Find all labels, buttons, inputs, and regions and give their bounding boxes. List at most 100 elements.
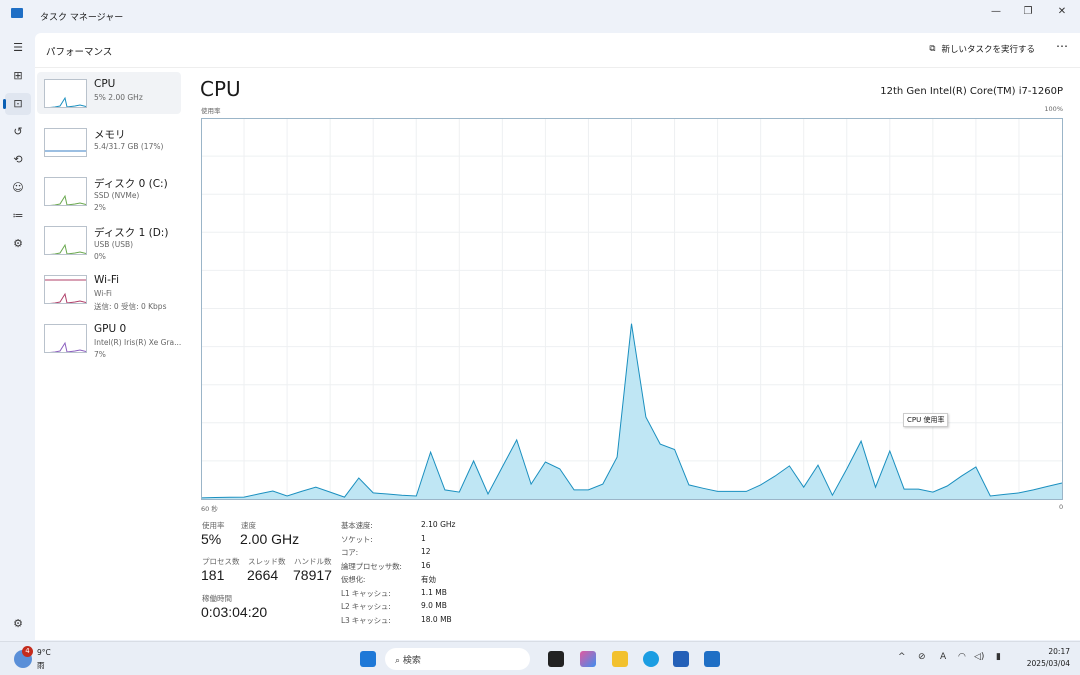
device-name: GPU 0 (94, 323, 127, 335)
new-task-icon: ⧉ (929, 44, 936, 54)
date: 2025/03/04 (1026, 659, 1070, 668)
device-detail: 5% 2.00 GHz (94, 93, 143, 102)
window-title: タスク マネージャー (40, 13, 124, 23)
y-max-label: 100% (1044, 105, 1063, 113)
chart-border (201, 118, 1063, 500)
handle-count-label: ハンドル数 (294, 557, 332, 566)
device-name: メモリ (94, 129, 126, 141)
device-item[interactable]: GPU 0 Intel(R) Iris(R) Xe Gra... 7% (37, 317, 181, 359)
device-name: ディスク 1 (D:) (94, 227, 169, 239)
device-thumbnail (44, 275, 87, 304)
task-manager-taskbar-icon[interactable] (704, 651, 720, 667)
search-placeholder: 検索 (402, 656, 421, 666)
weather-desc: 雨 (37, 661, 45, 670)
spec-label: L2 キャッシュ: (341, 602, 391, 611)
services-icon[interactable]: ⚙ (13, 237, 23, 250)
device-detail: USB (USB) (94, 240, 134, 249)
search-box[interactable]: ⌕ 検索 (385, 648, 530, 670)
device-list: CPU 5% 2.00 GHz メモリ 5.4/31.7 GB (17%) ディスク 0… (37, 72, 181, 366)
cpu-usage-chart (201, 118, 1063, 500)
spec-label: ソケット: (341, 534, 373, 544)
task-manager-icon (11, 8, 23, 18)
tray-icon[interactable]: ◁) (974, 652, 985, 662)
edge-icon[interactable] (643, 651, 659, 667)
spec-value: 1 (421, 533, 426, 543)
spec-value: 2.10 GHz (421, 520, 456, 529)
device-detail: SSD (NVMe) (94, 191, 140, 200)
spec-label: L3 キャッシュ: (341, 615, 391, 625)
uptime-label: 稼働時間 (202, 594, 232, 603)
device-detail: Intel(R) Iris(R) Xe Gra... (94, 338, 182, 347)
weather-temp: 9°C (37, 648, 51, 657)
settings-icon[interactable]: ⚙ (13, 617, 23, 630)
device-item[interactable]: ディスク 1 (D:) USB (USB) 0% (37, 219, 181, 261)
tray-icon[interactable]: ^ (898, 652, 906, 662)
thread-count: 2664 (247, 567, 279, 583)
startup-apps-icon[interactable]: ⟲ (13, 153, 23, 166)
spec-value: 1.1 MB (421, 587, 447, 597)
search-icon: ⌕ (395, 656, 401, 666)
task-view-icon[interactable] (548, 651, 564, 667)
spec-label: 基本速度: (341, 521, 373, 530)
more-options-button[interactable]: ⋯ (1056, 39, 1068, 53)
device-item[interactable]: CPU 5% 2.00 GHz (37, 72, 181, 114)
details-icon[interactable]: ≔ (12, 209, 24, 222)
speed-label: 速度 (241, 521, 256, 530)
app-history-icon[interactable]: ↺ (13, 125, 23, 138)
restore-button[interactable]: ❐ (1023, 6, 1033, 17)
start-button[interactable] (360, 651, 376, 667)
divider (35, 67, 1080, 68)
thread-count-label: スレッド数 (248, 557, 286, 566)
spec-label: 仮想化: (341, 575, 366, 584)
spec-label: 論理プロセッサ数: (341, 561, 402, 571)
usage-label: 使用率 (202, 521, 225, 530)
x-axis-left-label: 60 秒 (201, 505, 218, 513)
users-icon[interactable]: ☺ (12, 181, 24, 194)
tray-icon[interactable]: A (940, 652, 947, 662)
usage-area (201, 323, 1062, 499)
copilot-icon[interactable] (580, 651, 596, 667)
handle-count: 78917 (293, 567, 332, 583)
process-count: 181 (201, 567, 225, 583)
close-button[interactable]: ✕ (1057, 6, 1067, 17)
device-name: ディスク 0 (C:) (94, 178, 168, 190)
clock[interactable]: 20:17 2025/03/04 (1027, 647, 1070, 668)
spec-value: 16 (421, 560, 431, 570)
cpu-model: 12th Gen Intel(R) Core(TM) i7-1260P (880, 86, 1063, 97)
device-item[interactable]: ディスク 0 (C:) SSD (NVMe) 2% (37, 170, 181, 212)
spec-value: 有効 (421, 575, 436, 584)
title-bar: タスク マネージャー — ❐ ✕ (0, 0, 1080, 32)
device-detail: 7% (94, 350, 106, 359)
chart-tooltip: CPU 使用率 (903, 413, 949, 427)
cpu-heading: CPU (200, 77, 241, 101)
device-thumbnail (44, 226, 87, 255)
spec-label: コア: (341, 548, 358, 557)
x-axis-right-label: 0 (1059, 503, 1064, 511)
tray-icon[interactable]: ▮ (996, 652, 1001, 662)
y-axis-label: 使用率 (201, 107, 221, 115)
weather-badge: 4 (22, 646, 33, 657)
device-thumbnail (44, 177, 87, 206)
taskbar: 4 9°C 雨 ⌕ 検索 ^ ⊘ A ◠ ◁) ▮ 20:17 2025/03/04 (0, 641, 1080, 675)
spec-value: 9.0 MB (421, 601, 447, 610)
process-count-label: プロセス数 (202, 557, 240, 566)
device-detail: 送信: 0 受信: 0 Kbps (94, 302, 167, 311)
run-new-task-button[interactable]: ⧉ 新しいタスクを実行する (929, 43, 1035, 55)
device-thumbnail (44, 324, 87, 353)
tray-icon[interactable]: ◠ (958, 652, 966, 662)
tray-icon[interactable]: ⊘ (918, 652, 926, 662)
device-item[interactable]: Wi-Fi Wi-Fi 送信: 0 受信: 0 Kbps (37, 268, 181, 311)
device-thumbnail (44, 128, 87, 157)
device-name: CPU (94, 78, 116, 90)
time: 20:17 (1048, 647, 1070, 656)
device-item[interactable]: メモリ 5.4/31.7 GB (17%) (37, 121, 181, 163)
processes-icon[interactable]: ⊞ (13, 69, 23, 82)
store-icon[interactable] (673, 651, 689, 667)
device-detail: Wi-Fi (94, 289, 112, 298)
menu-icon[interactable]: ☰ (13, 41, 23, 54)
nav-rail: ☰ ⊞ ⊡ ↺ ⟲ ☺ ≔ ⚙ (0, 32, 34, 640)
file-explorer-icon[interactable] (612, 651, 628, 667)
spec-label: L1 キャッシュ: (341, 588, 391, 598)
performance-icon[interactable]: ⊡ (3, 93, 31, 115)
minimize-button[interactable]: — (991, 6, 1001, 17)
